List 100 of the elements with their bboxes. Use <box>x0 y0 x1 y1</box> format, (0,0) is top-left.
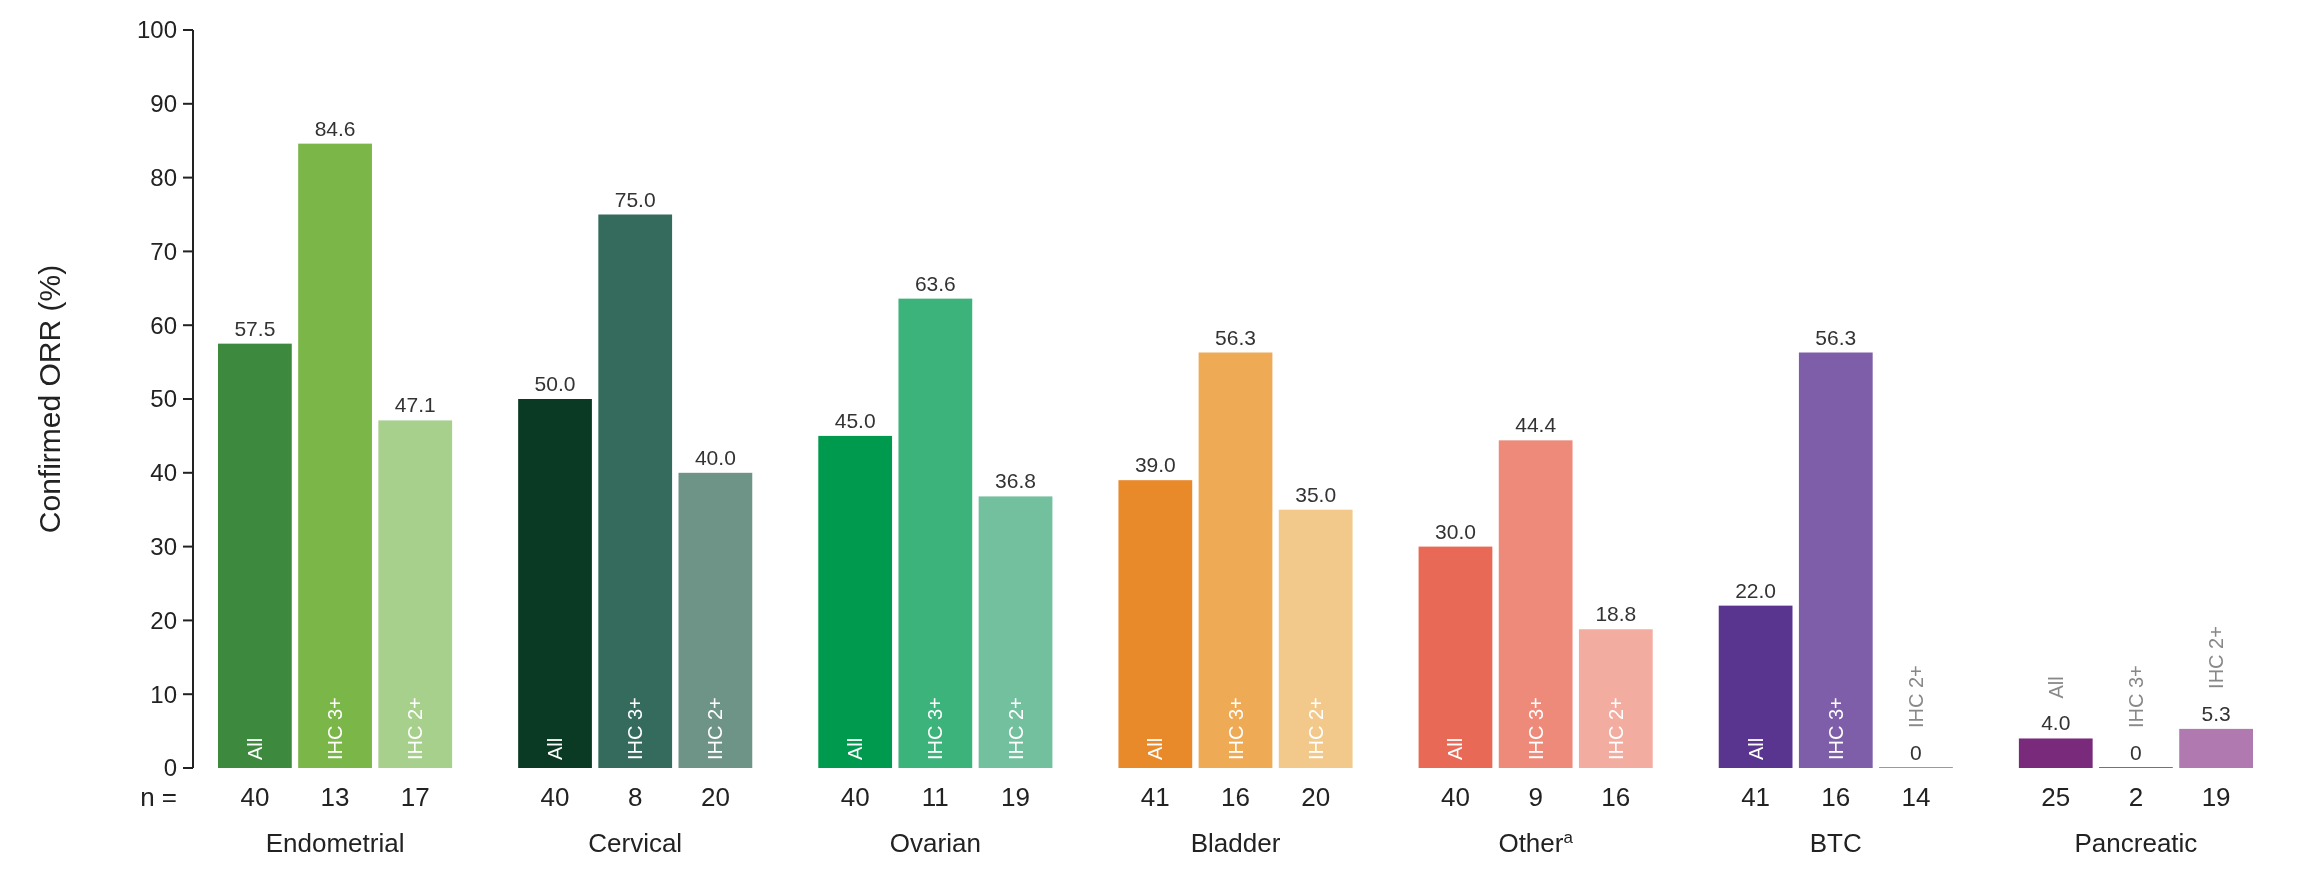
text: 16 <box>1821 782 1851 812</box>
bar <box>978 496 1053 768</box>
text: 20 <box>1301 782 1331 812</box>
data-label: 18.8 <box>1595 602 1637 626</box>
text: 16 <box>1221 782 1250 812</box>
y-tick-label: 60 <box>150 311 177 339</box>
bar <box>1418 546 1493 768</box>
text: IHC 2+ <box>1304 697 1327 760</box>
series-label: All <box>243 737 266 760</box>
text: IHC 3+ <box>624 697 647 760</box>
data-label: 57.5 <box>234 316 276 340</box>
y-tick-label: 40 <box>150 459 177 487</box>
text: 8 <box>627 782 643 812</box>
text: 40 <box>540 782 570 812</box>
x-tick-label: Bladder <box>1190 828 1281 858</box>
text: All <box>844 737 867 760</box>
bar <box>218 343 292 768</box>
data-label: 39.0 <box>1134 453 1176 477</box>
text: IHC 3+ <box>1824 697 1847 760</box>
data-label: 5.3 <box>2201 701 2231 725</box>
text: 40 <box>840 782 870 812</box>
text: 14 <box>1901 782 1931 812</box>
y-tick-label: 70 <box>150 237 177 265</box>
data-label: 56.3 <box>1215 325 1256 349</box>
x-tick-label: Cervical <box>588 828 683 858</box>
y-tick-label: 50 <box>150 385 177 413</box>
bar <box>898 298 973 768</box>
bar <box>2179 728 2253 768</box>
data-label: 40.0 <box>694 445 736 469</box>
text: IHC 3+ <box>1524 697 1547 760</box>
bar <box>598 214 673 768</box>
text: 20 <box>700 782 730 812</box>
series-label: IHC 3+ <box>324 697 347 760</box>
text: All <box>1744 737 1767 760</box>
text: IHC 3+ <box>924 697 947 760</box>
text: All <box>2044 676 2067 699</box>
text: 19 <box>1001 782 1030 812</box>
text: IHC 3+ <box>2124 665 2147 728</box>
text: 13 <box>320 782 350 812</box>
text: All <box>544 737 567 760</box>
data-label: 0 <box>2130 741 2142 764</box>
data-label: 63.6 <box>914 271 956 295</box>
text: 11 <box>921 782 949 812</box>
text: IHC 2+ <box>1004 697 1027 760</box>
data-label: 45.0 <box>834 408 876 432</box>
text: 17 <box>400 782 430 812</box>
bar <box>1118 480 1193 768</box>
y-tick-label: 80 <box>150 164 177 191</box>
data-label: 56.3 <box>1815 325 1857 349</box>
y-axis-title: Confirmed ORR (%) <box>33 264 66 534</box>
text: IHC 2+ <box>2205 626 2228 689</box>
text: IHC 2+ <box>1904 665 1927 728</box>
x-tick-label: Endometrial <box>265 828 405 858</box>
y-tick-label: 10 <box>150 680 177 708</box>
bar <box>1798 352 1873 768</box>
text: 9 <box>1528 782 1543 812</box>
data-label: 44.4 <box>1515 413 1557 437</box>
bar <box>1278 509 1353 768</box>
x-tick-label: Other$^{a}$ <box>1498 827 1574 858</box>
bar <box>1498 440 1573 768</box>
text: IHC 2+ <box>704 697 727 760</box>
text: 41 <box>1741 782 1771 812</box>
bar <box>378 420 453 768</box>
x-tick-label: Pancreatic <box>2074 828 2198 858</box>
text: All <box>1144 737 1167 760</box>
data-label: 75.0 <box>614 187 656 211</box>
data-label: 30.0 <box>1435 519 1476 543</box>
data-label: 84.6 <box>314 116 356 140</box>
x-tick-label: BTC <box>1809 828 1862 858</box>
data-label: 4.0 <box>2041 711 2071 735</box>
data-label: 35.0 <box>1295 482 1337 506</box>
text: IHC 3+ <box>1224 697 1247 760</box>
data-label: 0 <box>1910 741 1922 764</box>
bar <box>1718 605 1793 768</box>
data-label: 36.8 <box>995 469 1036 493</box>
text: 16 <box>1601 782 1631 812</box>
text: 40 <box>240 782 270 812</box>
data-label: 22.0 <box>1735 578 1777 602</box>
y-tick-label: 100 <box>136 16 177 44</box>
text: All <box>1444 737 1467 760</box>
y-tick-label: 20 <box>150 606 177 634</box>
bar <box>1578 629 1653 768</box>
text: 25 <box>2041 782 2071 812</box>
y-tick-label: 0 <box>163 754 177 782</box>
text: 41 <box>1140 782 1170 812</box>
data-label: 47.1 <box>394 393 436 417</box>
text: IHC 2+ <box>1604 697 1627 760</box>
text: 40 <box>1441 782 1470 812</box>
bar <box>818 435 893 768</box>
y-tick-label: 30 <box>150 533 177 560</box>
text: n = <box>140 782 177 812</box>
bar <box>2018 738 2093 768</box>
data-label: 50.0 <box>534 372 576 395</box>
series-label: IHC 2+ <box>404 697 427 760</box>
bar <box>678 472 753 768</box>
y-tick-label: 90 <box>150 90 177 118</box>
bar <box>518 399 592 768</box>
text: 19 <box>2201 782 2231 812</box>
x-tick-label: Ovarian <box>889 828 981 858</box>
bar <box>298 143 372 768</box>
